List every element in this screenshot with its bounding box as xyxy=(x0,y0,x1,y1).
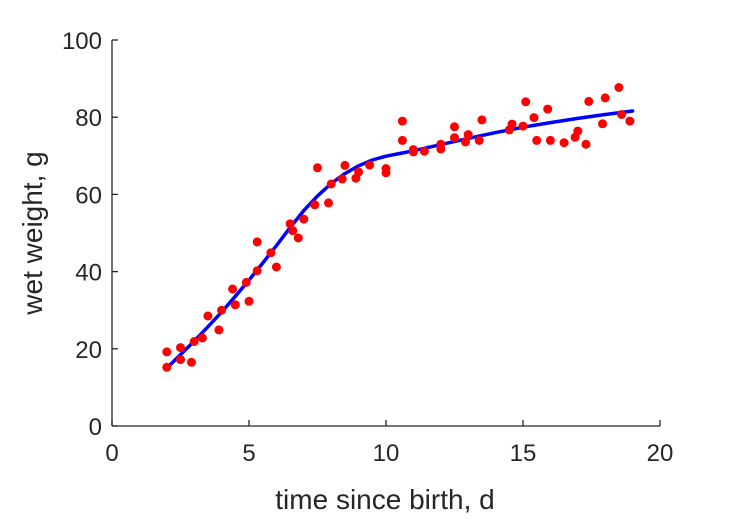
data-point xyxy=(545,135,555,145)
data-point xyxy=(507,119,517,129)
x-tick-label: 15 xyxy=(510,440,537,467)
data-point xyxy=(354,167,364,177)
data-point xyxy=(293,233,303,243)
data-point xyxy=(217,305,227,315)
data-point xyxy=(313,163,322,173)
data-point xyxy=(214,325,224,335)
data-point xyxy=(244,296,254,306)
data-point xyxy=(252,237,262,247)
data-point xyxy=(326,179,336,189)
data-point xyxy=(461,137,470,147)
data-point xyxy=(529,113,539,123)
data-point xyxy=(176,355,185,365)
data-point xyxy=(271,262,281,272)
data-point xyxy=(365,160,375,170)
data-point xyxy=(230,300,240,310)
data-point xyxy=(197,333,207,343)
data-point xyxy=(419,146,429,156)
x-tick-label: 5 xyxy=(242,440,255,467)
data-points-layer xyxy=(162,83,635,372)
data-point xyxy=(573,126,583,136)
data-point xyxy=(285,219,295,229)
data-point xyxy=(266,248,276,258)
axes: 0 5 10 15 20 0 20 40 60 80 100 xyxy=(62,28,673,467)
x-tick-label: 20 xyxy=(647,440,674,467)
data-point xyxy=(408,145,418,155)
data-point xyxy=(162,347,172,357)
data-point xyxy=(617,110,627,119)
data-point xyxy=(584,96,594,106)
data-point xyxy=(450,133,459,143)
data-point xyxy=(228,284,238,294)
data-point xyxy=(450,122,459,132)
x-tick-label: 10 xyxy=(373,440,400,467)
y-tick-label: 20 xyxy=(75,337,102,364)
data-point xyxy=(299,214,309,224)
data-point xyxy=(310,200,320,210)
y-tick-label: 100 xyxy=(62,28,102,55)
y-tick-label: 0 xyxy=(89,414,102,441)
data-point xyxy=(474,135,484,145)
data-point xyxy=(340,160,350,170)
data-point xyxy=(614,83,624,92)
data-point xyxy=(543,104,553,114)
data-point xyxy=(521,97,531,107)
data-point xyxy=(203,311,213,321)
data-point xyxy=(189,337,199,346)
data-point xyxy=(397,116,407,126)
data-point xyxy=(600,93,610,103)
data-point xyxy=(625,116,635,126)
data-point xyxy=(187,357,196,367)
data-point xyxy=(381,164,391,173)
y-tick-label: 80 xyxy=(75,105,102,132)
data-point xyxy=(176,343,185,353)
data-point xyxy=(337,174,347,184)
data-point xyxy=(477,115,487,125)
data-point xyxy=(436,139,446,149)
data-point xyxy=(581,139,591,149)
y-tick-label: 40 xyxy=(75,260,102,287)
x-tick-label: 0 xyxy=(105,440,118,467)
y-tick-label: 60 xyxy=(75,182,102,209)
data-point xyxy=(532,135,542,145)
x-axis-label: time since birth, d xyxy=(275,484,494,515)
data-point xyxy=(559,138,569,148)
data-point xyxy=(288,226,298,236)
data-point xyxy=(324,198,333,208)
fit-curve-line xyxy=(165,109,635,370)
fit-curve-layer xyxy=(165,109,635,370)
data-point xyxy=(518,121,528,131)
data-point xyxy=(598,119,607,129)
data-point xyxy=(252,266,262,276)
y-axis-label: wet weight, g xyxy=(17,151,48,315)
data-point xyxy=(241,277,251,287)
data-point xyxy=(463,130,473,140)
data-point xyxy=(397,135,407,145)
data-point xyxy=(162,362,172,372)
